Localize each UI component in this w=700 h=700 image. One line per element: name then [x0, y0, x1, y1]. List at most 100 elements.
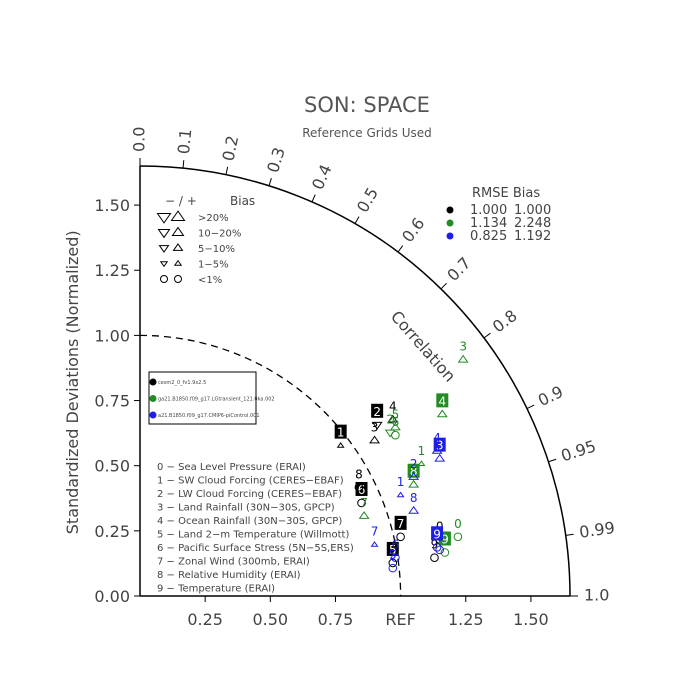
correlation-tick-label: 0.95 — [559, 436, 599, 465]
point-label-box — [371, 403, 384, 418]
point-label: 0 — [454, 517, 462, 531]
variable-legend-item: 8 − Relative Humidity (ERAI) — [157, 570, 301, 581]
rmse-bias-color-dot — [446, 232, 454, 240]
point-marker — [408, 479, 420, 488]
variable-legend-item: 0 − Sea Level Pressure (ERAI) — [157, 462, 306, 473]
point-marker — [389, 422, 401, 431]
bias-value: 1.192 — [514, 229, 551, 244]
data-point: 8 — [407, 463, 420, 488]
rmse-bias-header: RMSE Bias — [472, 186, 540, 201]
bias-legend-label: 1−5% — [198, 260, 229, 271]
data-point: 3 — [457, 340, 469, 363]
point-label-box — [436, 393, 449, 408]
correlation-tick-label: 0.9 — [535, 382, 566, 410]
data-marks-layer: 012345678901234567890123456789 — [334, 340, 469, 573]
correlation-tick-label: 0.8 — [489, 306, 521, 336]
point-marker — [408, 471, 420, 480]
bias-legend-minus-marker — [156, 212, 172, 224]
point-label: 1 — [337, 426, 345, 440]
point-marker — [396, 491, 405, 498]
case-name: a21.B1850.f09_g17.CMIP6-piControl.001 — [158, 413, 260, 419]
case-color-dot — [149, 411, 157, 419]
correlation-tick-label: 0.2 — [219, 134, 243, 163]
point-marker — [434, 453, 446, 462]
point-label: 2 — [386, 413, 394, 427]
point-label: 3 — [436, 439, 444, 453]
case-color-dot — [149, 395, 157, 402]
variable-legend-item: 4 − Ocean Rainfall (30N−30S, GPCP) — [157, 516, 342, 527]
point-marker — [440, 548, 450, 557]
correlation-tick-label: 0.1 — [174, 128, 195, 155]
bias-value: 2.248 — [514, 216, 551, 231]
point-label: 2 — [373, 405, 381, 419]
y-tick-label: 1.50 — [94, 196, 130, 215]
point-marker — [369, 435, 381, 444]
bias-legend-label: >20% — [198, 213, 229, 224]
variable-legend-item: 5 − Land 2−m Temperature (Willmott) — [157, 530, 349, 541]
bias-legend-minus-marker — [159, 261, 169, 268]
correlation-tick — [397, 245, 404, 253]
bias-legend-plus-marker — [174, 275, 182, 283]
x-tick-label: 0.75 — [318, 610, 354, 629]
correlation-tick — [182, 160, 185, 169]
x-tick-label: 0.25 — [187, 610, 223, 629]
bias-legend-plus-marker — [173, 259, 183, 266]
correlation-tick-label: 0.99 — [578, 518, 616, 542]
data-point: 9 — [431, 526, 444, 552]
variable-legend-item: 6 − Pacific Surface Stress (5N−5S,ERS) — [157, 543, 354, 554]
bias-legend-minus-marker — [157, 229, 171, 239]
point-marker — [436, 409, 448, 418]
correlation-tick-label: 0.4 — [308, 162, 336, 193]
data-point: 6 — [391, 415, 400, 440]
rmse-bias-color-dot — [446, 219, 454, 227]
point-label-box — [386, 541, 399, 556]
correlation-tick-label: 0.5 — [353, 184, 382, 216]
chart-title: SON: SPACE — [304, 93, 430, 117]
rmse-bias-color-dot — [446, 206, 454, 214]
cases-legend-box — [148, 371, 257, 425]
point-label: 6 — [392, 415, 400, 429]
point-label-box — [334, 424, 347, 439]
point-label: 7 — [397, 517, 405, 531]
data-point: 3 — [369, 420, 381, 444]
bias-legend-plus-marker — [171, 226, 185, 236]
correlation-tick — [440, 282, 447, 290]
correlation-tick — [311, 194, 316, 203]
point-marker — [457, 354, 469, 363]
variable-legend-item: 7 − Zonal Wind (300mb, ERAI) — [157, 557, 310, 568]
point-label: 1 — [418, 444, 426, 458]
chart-subtitle: Reference Grids Used — [302, 126, 432, 140]
point-label: 6 — [392, 538, 400, 552]
rmse-value: 1.134 — [470, 216, 507, 231]
correlation-tick-label: 1.0 — [584, 586, 609, 605]
point-label: 2 — [410, 457, 418, 471]
x-ref-label: REF — [385, 610, 415, 629]
y-tick-label: 1.25 — [94, 261, 130, 280]
point-marker — [391, 430, 400, 440]
correlation-tick — [526, 404, 535, 410]
data-point: 4 — [431, 431, 443, 454]
point-marker — [357, 498, 366, 508]
point-marker — [432, 542, 442, 552]
point-marker — [391, 553, 400, 562]
point-marker — [371, 421, 383, 430]
point-marker — [387, 414, 399, 423]
point-label: 3 — [459, 340, 467, 354]
correlation-tick — [268, 178, 272, 186]
correlation-tick-label: 0.3 — [263, 145, 289, 175]
point-label: 4 — [438, 394, 446, 408]
point-label: 5 — [389, 543, 397, 557]
correlation-axis-label: Correlation — [387, 307, 460, 386]
y-tick-label: 0.25 — [94, 522, 130, 541]
data-point: 5 — [386, 541, 399, 568]
point-label: 9 — [433, 527, 441, 541]
correlation-tick-label: 0.7 — [443, 253, 474, 284]
data-point: 7 — [358, 496, 370, 519]
point-label: 4 — [433, 431, 441, 445]
x-tick-label: 1.25 — [448, 610, 484, 629]
data-point: 2 — [408, 457, 420, 480]
variable-legend-item: 2 − LW Cloud Forcing (CERES−EBAF) — [157, 489, 342, 500]
point-marker — [430, 553, 439, 562]
point-label-box — [407, 463, 420, 478]
data-point: 4 — [436, 393, 449, 418]
